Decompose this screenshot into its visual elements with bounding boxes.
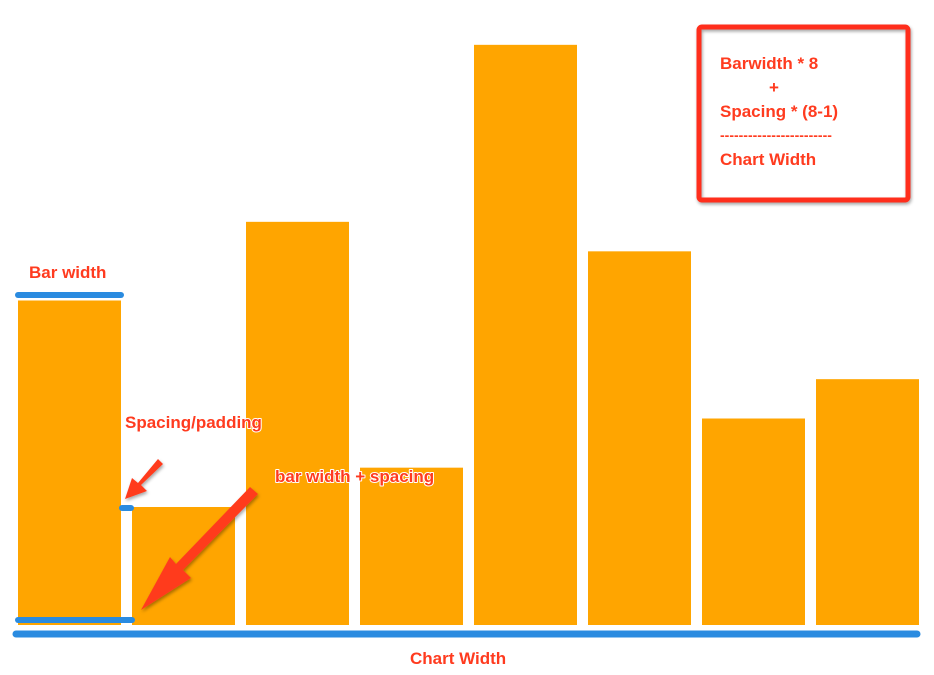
bar-8 bbox=[816, 379, 919, 625]
bar-width-label: Bar width bbox=[29, 263, 106, 282]
bar-1 bbox=[18, 300, 121, 625]
bar-3 bbox=[246, 221, 349, 626]
formula-box-border bbox=[696, 24, 911, 203]
chart-width-label: Chart Width bbox=[410, 649, 506, 668]
bar-6 bbox=[588, 251, 691, 626]
spacing-label: Spacing/padding bbox=[125, 413, 262, 432]
formula-line-barwidth: Barwidth * 8 bbox=[720, 54, 818, 73]
bar-plus-spacing-arrow bbox=[141, 487, 258, 610]
formula-line-spacing: Spacing * (8-1) bbox=[720, 102, 838, 121]
formula-line-plus: + bbox=[769, 78, 779, 97]
bar-7 bbox=[702, 418, 805, 625]
bar-4 bbox=[360, 467, 463, 625]
formula-line-divider: ------------------------ bbox=[720, 127, 832, 143]
spacing-arrow bbox=[125, 459, 163, 499]
formula-line-chart-width: Chart Width bbox=[720, 150, 816, 169]
formula-box: Barwidth * 8 + Spacing * (8-1) ---------… bbox=[696, 24, 911, 203]
bar-plus-spacing-label: bar width + spacing bbox=[275, 467, 434, 486]
bar-5 bbox=[474, 44, 577, 626]
